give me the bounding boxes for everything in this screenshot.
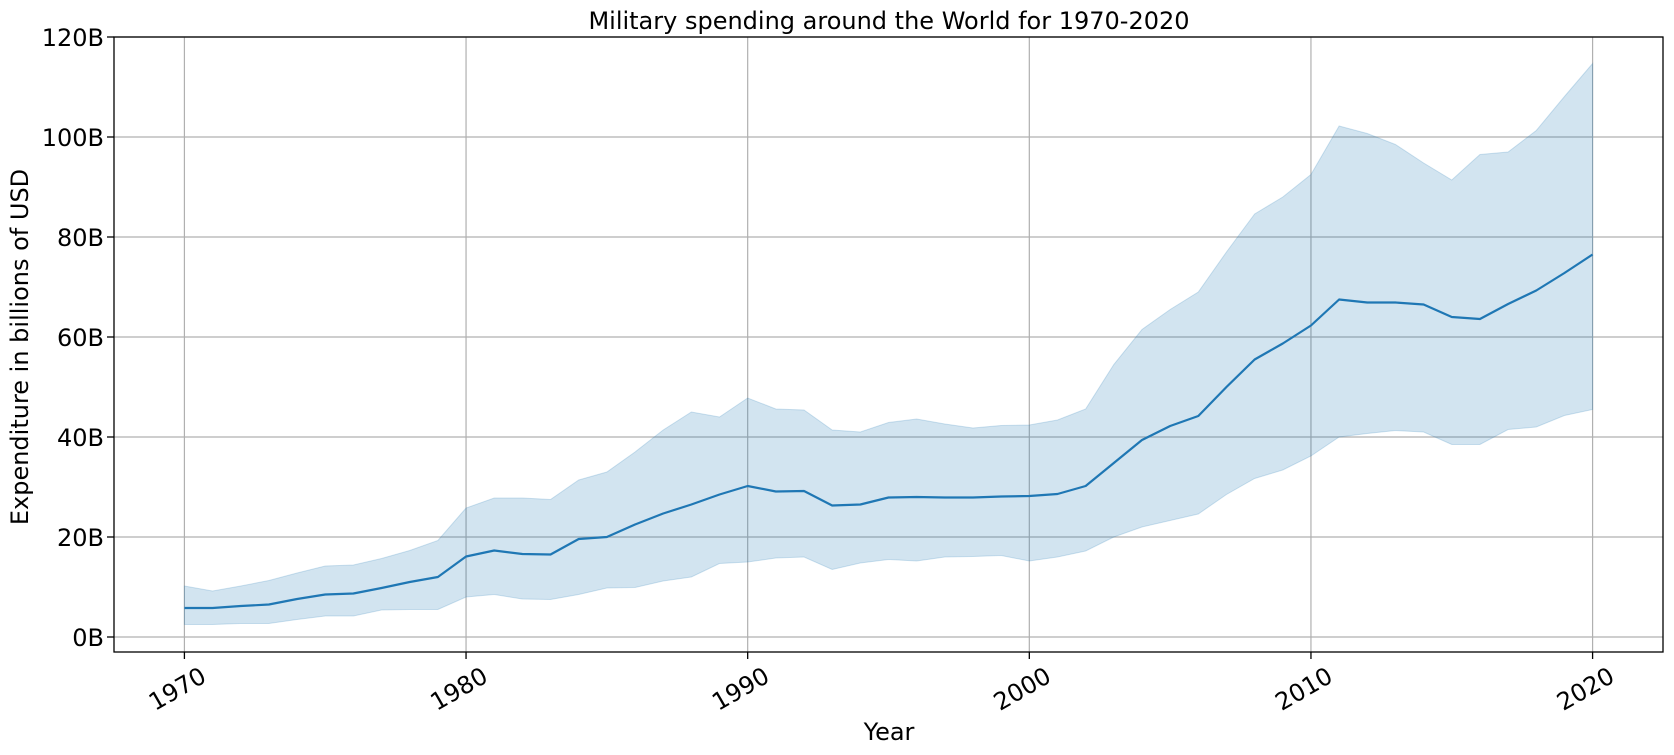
x-tick-label-2000: 2000	[989, 662, 1056, 717]
y-tick-label-20: 20B	[57, 524, 104, 552]
x-tick-label-2010: 2010	[1271, 662, 1338, 717]
y-axis-ticks: 0B 20B 40B 60B 80B 100B 120B	[42, 24, 114, 652]
plot-frame	[113, 36, 1664, 653]
y-tick-label-60: 60B	[57, 324, 104, 352]
y-tick-label-0: 0B	[72, 624, 104, 652]
x-axis-label: Year	[863, 718, 915, 746]
chart-title: Military spending around the World for 1…	[588, 7, 1189, 35]
y-tick-label-80: 80B	[57, 224, 104, 252]
series-line	[184, 253, 1594, 610]
x-tick-label-1990: 1990	[707, 662, 774, 717]
series-line-layer	[184, 253, 1594, 610]
x-tick-label-1980: 1980	[426, 662, 493, 717]
y-tick-label-120: 120B	[42, 24, 104, 52]
x-tick-label-1970: 1970	[144, 662, 211, 717]
confidence-band	[183, 62, 1594, 625]
y-axis-label: Expenditure in billions of USD	[6, 169, 34, 525]
y-tick-label-40: 40B	[57, 424, 104, 452]
x-axis-ticks: 1970 1980 1990 2000 2010 2020	[144, 652, 1619, 716]
x-tick-label-2020: 2020	[1552, 662, 1619, 717]
axes	[113, 36, 1664, 653]
confidence-band-layer	[183, 62, 1594, 625]
y-tick-label-100: 100B	[42, 124, 104, 152]
